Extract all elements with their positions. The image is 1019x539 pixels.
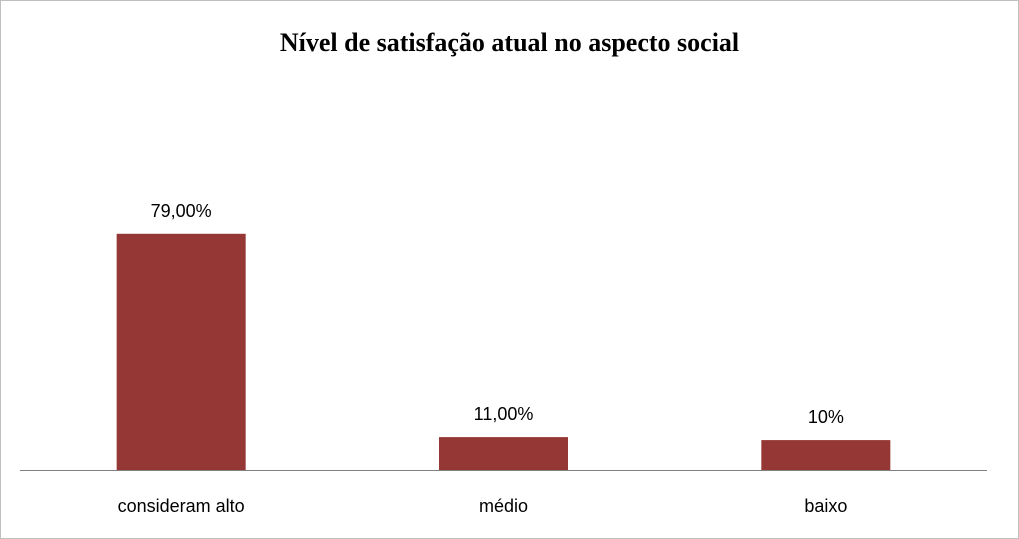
data-label: 11,00% — [474, 404, 534, 424]
x-tick-label: consideram alto — [118, 496, 245, 516]
x-tick-label: médio — [479, 496, 528, 516]
labels-group: 79,00% consideram alto 11,00% médio 10% baixo — [118, 201, 848, 516]
data-label: 10% — [808, 407, 844, 427]
chart-title: Nível de satisfação atual no aspecto soc… — [279, 28, 740, 57]
bar — [116, 233, 246, 470]
x-tick-label: baixo — [804, 496, 847, 516]
bars-group — [116, 233, 891, 470]
bar — [761, 440, 891, 470]
bar — [439, 437, 568, 470]
data-label: 79,00% — [151, 201, 212, 221]
